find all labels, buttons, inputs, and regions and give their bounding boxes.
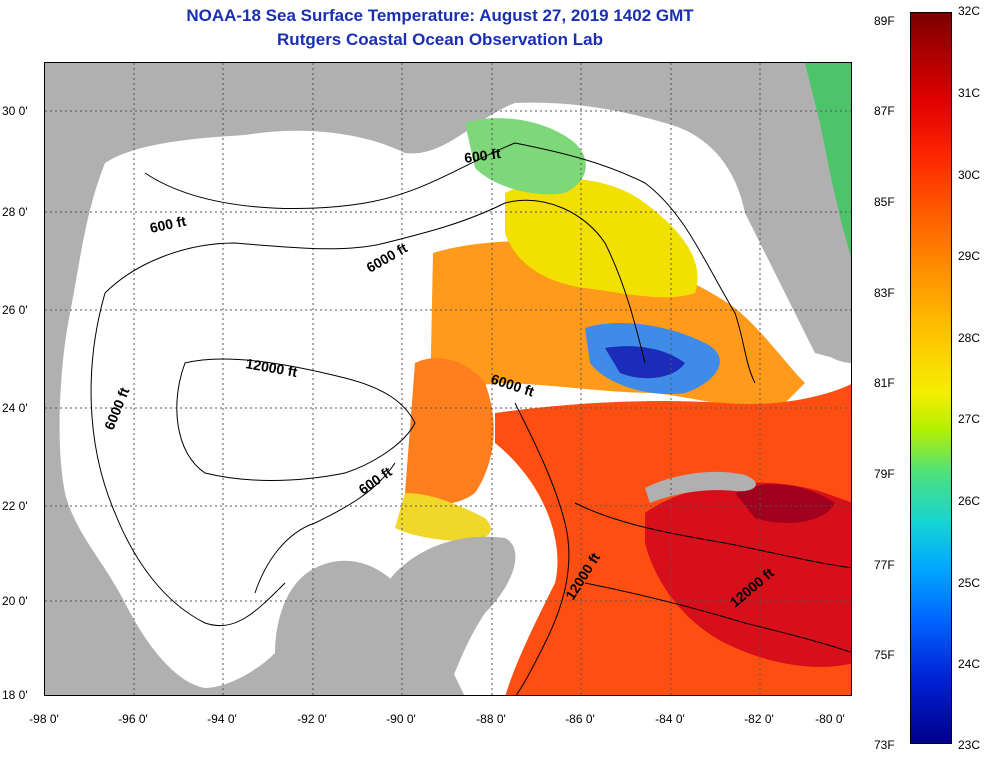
colorbar-f-89: 89F — [874, 14, 895, 28]
colorbar-c-31: 31C — [958, 86, 981, 100]
sst-map: 600 ft 600 ft 6000 ft 12000 ft 6000 ft 6… — [44, 62, 852, 696]
contour-6000ft-west — [90, 292, 286, 627]
colorbar-c-27: 27C — [958, 412, 981, 426]
lat-tick-24: 24 0' — [2, 401, 28, 415]
lon-tick-94: -94 0' — [207, 712, 237, 726]
colorbar-f-75: 75F — [874, 648, 895, 662]
lon-tick-92: -92 0' — [297, 712, 327, 726]
lon-tick-98: -98 0' — [29, 712, 59, 726]
contour-label-600-north: 600 ft — [463, 145, 502, 166]
colorbar-c-28: 28C — [958, 331, 981, 345]
lat-tick-26: 26 0' — [2, 303, 28, 317]
grid — [45, 63, 851, 695]
land-cuba — [645, 471, 756, 503]
contours — [90, 142, 851, 695]
contour-600ft-west — [254, 462, 396, 594]
contour-caribbean — [574, 502, 851, 569]
lon-tick-80: -80 0' — [815, 712, 845, 726]
colorbar-f-87: 87F — [874, 104, 895, 118]
colorbar-f-83: 83F — [874, 286, 895, 300]
sst-west-yellow — [395, 493, 491, 542]
lat-tick-28: 28 0' — [2, 205, 28, 219]
lon-tick-96: -96 0' — [118, 712, 148, 726]
colorbar-c-26: 26C — [958, 494, 981, 508]
colorbar-f-73: 73F — [874, 738, 895, 752]
colorbar-f-77: 77F — [874, 558, 895, 572]
lat-tick-18: 18 0' — [2, 688, 28, 702]
colorbar-c-25: 25C — [958, 576, 981, 590]
title-line-1: NOAA-18 Sea Surface Temperature: August … — [186, 6, 694, 25]
lon-tick-90: -90 0' — [386, 712, 416, 726]
lat-tick-30: 30 0' — [2, 104, 28, 118]
sst-atlantic-strip — [805, 63, 851, 257]
colorbar-c-32: 32C — [958, 4, 981, 18]
colorbar-c-23: 23C — [958, 738, 981, 752]
title-line-2: Rutgers Coastal Ocean Observation Lab — [277, 30, 603, 49]
contour-600ft — [144, 142, 756, 384]
lon-tick-84: -84 0' — [655, 712, 685, 726]
sst-west-orange — [405, 358, 494, 505]
sst-very-hot — [645, 482, 851, 667]
temperature-colorbar — [910, 12, 952, 744]
colorbar-c-29: 29C — [958, 249, 981, 263]
sst-map-svg: 600 ft 600 ft 6000 ft 12000 ft 6000 ft 6… — [45, 63, 851, 695]
colorbar-c-24: 24C — [958, 657, 981, 671]
lon-tick-86: -86 0' — [565, 712, 595, 726]
lon-tick-82: -82 0' — [744, 712, 774, 726]
lon-tick-88: -88 0' — [476, 712, 506, 726]
lat-tick-22: 22 0' — [2, 499, 28, 513]
contour-caribbean-2 — [584, 582, 851, 653]
colorbar-f-81: 81F — [874, 376, 895, 390]
sst-green-patch — [465, 118, 586, 195]
colorbar-c-30: 30C — [958, 168, 981, 182]
contour-label-600-nw: 600 ft — [148, 213, 187, 236]
contour-6000ft — [104, 199, 646, 364]
land-yucatan — [369, 536, 516, 695]
colorbar-f-85: 85F — [874, 195, 895, 209]
colorbar-f-79: 79F — [874, 467, 895, 481]
contour-yucatan — [514, 402, 570, 695]
contour-12000ft — [176, 358, 416, 481]
lat-tick-20: 20 0' — [2, 594, 28, 608]
